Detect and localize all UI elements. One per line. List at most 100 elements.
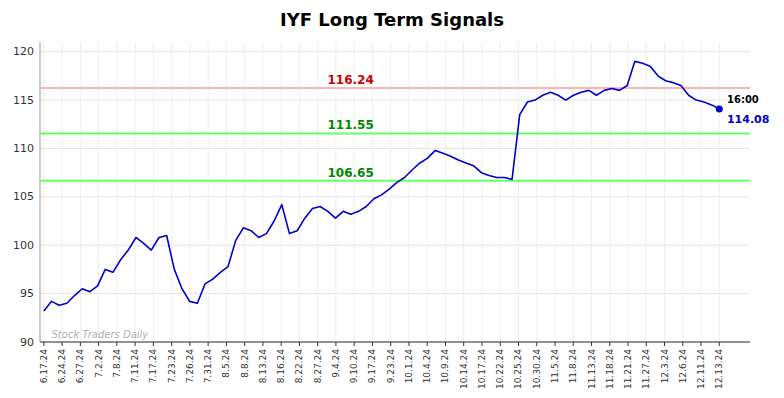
grid-line-x xyxy=(189,42,190,342)
x-tick-label: 7.23.24 xyxy=(167,349,177,384)
x-tick xyxy=(317,342,318,346)
y-tick-label: 95 xyxy=(20,287,34,300)
x-tick xyxy=(591,342,592,346)
grid-line-x xyxy=(135,42,136,342)
grid-line-x xyxy=(591,42,592,342)
x-tick xyxy=(609,342,610,346)
reference-label: 111.55 xyxy=(328,118,374,132)
x-tick xyxy=(98,342,99,346)
y-tick-label: 120 xyxy=(13,45,34,58)
x-tick xyxy=(80,342,81,346)
x-tick-label: 8.5.24 xyxy=(221,349,231,378)
x-tick xyxy=(135,342,136,346)
x-tick xyxy=(427,342,428,346)
x-tick-label: 8.22.24 xyxy=(294,349,304,384)
grid-line-x xyxy=(719,42,720,342)
y-axis-line xyxy=(40,42,41,342)
x-tick-label: 7.17.24 xyxy=(148,349,158,384)
x-tick xyxy=(372,342,373,346)
grid-line-x xyxy=(408,42,409,342)
grid-line-y xyxy=(40,148,750,149)
grid-line-x xyxy=(628,42,629,342)
reference-line xyxy=(40,180,750,182)
x-tick-label: 12.11.24 xyxy=(696,349,706,389)
grid-line-x xyxy=(43,42,44,342)
x-tick xyxy=(171,342,172,346)
grid-line-x xyxy=(646,42,647,342)
x-tick-label: 7.31.24 xyxy=(203,349,213,384)
grid-line-x xyxy=(445,42,446,342)
x-tick-label: 9.4.24 xyxy=(331,349,341,378)
x-tick xyxy=(500,342,501,346)
title: IYF Long Term Signals xyxy=(280,9,504,30)
x-tick xyxy=(463,342,464,346)
x-tick xyxy=(116,342,117,346)
x-tick xyxy=(573,342,574,346)
x-tick-label: 6.24.24 xyxy=(57,349,67,384)
grid-line-x xyxy=(98,42,99,342)
y-tick-label: 90 xyxy=(20,336,34,349)
grid xyxy=(40,42,750,342)
plot-area xyxy=(40,61,750,311)
chart: 90951001051101151206.17.246.24.246.27.24… xyxy=(0,0,784,398)
x-tick-label: 10.14.24 xyxy=(459,349,469,389)
x-tick-label: 7.26.24 xyxy=(185,349,195,384)
x-tick xyxy=(536,342,537,346)
x-tick-label: 10.25.24 xyxy=(513,349,523,389)
x-tick xyxy=(390,342,391,346)
grid-line-x xyxy=(518,42,519,342)
grid-line-x xyxy=(116,42,117,342)
x-tick-label: 8.16.24 xyxy=(276,349,286,384)
grid-line-y xyxy=(40,100,750,101)
x-tick-label: 8.8.24 xyxy=(240,349,250,378)
grid-line-x xyxy=(226,42,227,342)
y-tick-label: 115 xyxy=(13,94,34,107)
reference-line xyxy=(40,132,750,134)
x-tick-label: 10.22.24 xyxy=(495,349,505,389)
grid-line-x xyxy=(554,42,555,342)
reference-line xyxy=(40,87,750,89)
x-tick-label: 10.17.24 xyxy=(477,349,487,389)
x-tick xyxy=(701,342,702,346)
x-tick-label: 11.18.24 xyxy=(605,349,615,389)
y-tick-label: 105 xyxy=(13,190,34,203)
x-tick xyxy=(226,342,227,346)
reference-label: 116.24 xyxy=(328,73,374,87)
grid-line-x xyxy=(573,42,574,342)
x-tick-label: 10.9.24 xyxy=(440,349,450,384)
x-tick xyxy=(646,342,647,346)
x-tick xyxy=(62,342,63,346)
x-tick-label: 9.17.24 xyxy=(367,349,377,384)
x-tick xyxy=(299,342,300,346)
grid-line-x xyxy=(481,42,482,342)
x-tick-label: 9.10.24 xyxy=(349,349,359,384)
x-tick xyxy=(354,342,355,346)
grid-line-x xyxy=(317,42,318,342)
x-tick-label: 12.13.24 xyxy=(714,349,724,389)
x-tick-label: 11.8.24 xyxy=(568,349,578,384)
x-tick xyxy=(481,342,482,346)
x-tick-label: 11.21.24 xyxy=(623,349,633,389)
grid-line-x xyxy=(281,42,282,342)
x-tick xyxy=(281,342,282,346)
x-tick-label: 8.27.24 xyxy=(313,349,323,384)
x-tick xyxy=(244,342,245,346)
grid-line-x xyxy=(427,42,428,342)
grid-line-x xyxy=(609,42,610,342)
x-tick xyxy=(335,342,336,346)
x-tick-label: 6.27.24 xyxy=(75,349,85,384)
x-tick-label: 11.27.24 xyxy=(641,349,651,389)
x-tick xyxy=(518,342,519,346)
grid-line-y xyxy=(40,196,750,197)
x-tick xyxy=(664,342,665,346)
grid-line-x xyxy=(62,42,63,342)
grid-line-x xyxy=(244,42,245,342)
annotation-time: 16:00 xyxy=(727,94,759,105)
x-tick xyxy=(408,342,409,346)
grid-line-x xyxy=(208,42,209,342)
grid-line-x xyxy=(463,42,464,342)
x-tick xyxy=(554,342,555,346)
grid-line-x xyxy=(664,42,665,342)
x-tick-label: 11.13.24 xyxy=(587,349,597,389)
x-tick-label: 6.17.24 xyxy=(39,349,49,384)
